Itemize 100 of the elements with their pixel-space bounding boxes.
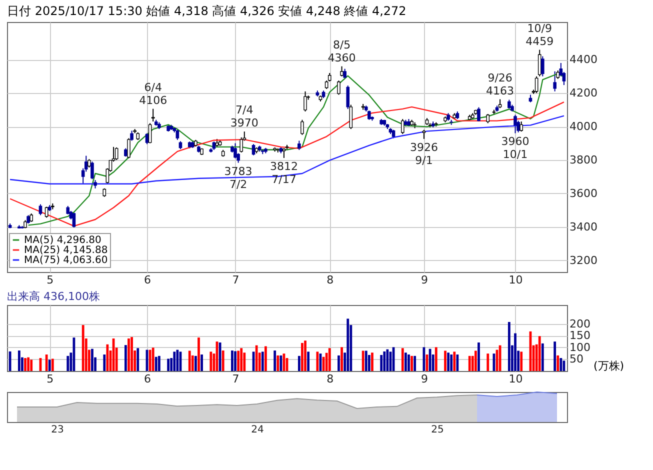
bar	[338, 355, 340, 371]
x-tick-label: 10	[508, 274, 523, 286]
bar	[404, 352, 407, 371]
y-tick-label: 4000	[570, 120, 598, 134]
bar	[264, 346, 267, 371]
candlestick	[346, 85, 350, 110]
bar	[307, 352, 310, 371]
chart-title: 出来高 436,100株	[7, 290, 100, 303]
candlestick	[72, 212, 76, 228]
x-tick-label: 6	[144, 372, 151, 386]
bar	[124, 345, 127, 371]
bar	[188, 350, 191, 371]
candlestick	[422, 129, 426, 140]
bar	[103, 354, 106, 371]
bar	[152, 348, 154, 371]
bar	[176, 350, 179, 371]
annotation: 10/9 4459	[526, 22, 554, 48]
bar	[301, 342, 304, 371]
annotation: 3783 7/2	[224, 164, 252, 191]
annotation: 9/26 4163	[486, 71, 514, 98]
y-tick-label: 50	[570, 352, 584, 366]
candlestick	[553, 70, 556, 92]
bar	[237, 350, 240, 371]
legend-label: MA(25) 4,145.88	[24, 245, 108, 256]
bar	[274, 350, 276, 371]
bar	[130, 337, 133, 371]
bar	[362, 350, 364, 371]
candlestick	[508, 99, 511, 110]
bar	[556, 355, 560, 371]
bar	[298, 356, 300, 371]
bar	[194, 356, 197, 371]
bar	[24, 358, 26, 371]
annotation: 3926 9/1	[410, 140, 438, 167]
candlestick	[340, 66, 344, 77]
candlestick	[38, 204, 42, 216]
y-tick-label: 3800	[570, 153, 598, 166]
bar	[456, 354, 459, 371]
candlestick	[538, 49, 542, 77]
x-tick-label: 5	[46, 372, 54, 386]
bar	[401, 348, 404, 371]
candlestick	[145, 132, 149, 145]
chart-title: 日付 2025/10/17 15:30 始値 4,318 高値 4,326 安値 4,248 終値 4,272	[7, 4, 406, 18]
legend-label: MA(5) 4,296.80	[24, 235, 102, 246]
bar	[514, 333, 516, 371]
bar	[240, 348, 243, 371]
bar	[51, 358, 54, 371]
annotation: 6/4 4106	[139, 80, 168, 107]
bar	[478, 342, 480, 371]
bar	[27, 357, 30, 371]
candlestick	[148, 122, 152, 144]
bar	[328, 348, 331, 371]
x-tick-label: 10	[508, 372, 523, 386]
bar	[222, 350, 224, 371]
bar	[383, 351, 386, 371]
bar	[474, 350, 477, 371]
bar	[468, 356, 471, 371]
legend-label: MA(75) 4,063.60	[24, 255, 108, 266]
candlestick	[252, 144, 256, 156]
bar	[200, 354, 203, 371]
x-tick-label: 8	[326, 274, 334, 286]
bar	[30, 360, 33, 371]
y-axis-title: (万株)	[594, 360, 624, 372]
bar	[154, 356, 158, 371]
annotation: 3960 10/1	[501, 135, 530, 162]
candlestick	[130, 130, 134, 142]
annotation: 3812 7/17	[270, 160, 298, 186]
bar	[316, 352, 319, 371]
x-tick-label: 7	[232, 274, 240, 286]
annotation: 8/5 4360	[328, 38, 356, 64]
bar	[408, 354, 410, 371]
annotation: 7/4 3970	[230, 104, 258, 130]
candlestick	[541, 56, 544, 77]
bar	[234, 351, 236, 371]
candlestick	[176, 129, 180, 140]
bar	[255, 345, 258, 371]
x-tick-label: 6	[144, 274, 151, 286]
bar	[276, 355, 280, 371]
y-tick-label: 150	[570, 329, 590, 342]
x-tick-label: 25	[431, 424, 444, 436]
bar	[364, 350, 368, 371]
candlestick	[298, 140, 301, 150]
bar	[304, 340, 306, 371]
bar	[48, 360, 51, 371]
y-tick-label: 4400	[570, 53, 598, 66]
bar	[91, 348, 94, 371]
bar	[106, 344, 109, 371]
bar	[560, 358, 562, 371]
bar	[280, 355, 282, 371]
bar	[167, 358, 170, 371]
y-tick-label: 3400	[570, 220, 598, 234]
candlestick	[114, 146, 118, 160]
candlestick	[514, 114, 517, 134]
candlestick	[486, 113, 490, 124]
y-tick-label: 100	[570, 340, 590, 354]
bar	[210, 352, 212, 371]
bar	[414, 356, 416, 371]
candlestick	[337, 80, 340, 96]
x-tick-label: 24	[251, 424, 264, 436]
y-tick-label: 4200	[570, 86, 598, 100]
candlestick	[300, 119, 304, 136]
